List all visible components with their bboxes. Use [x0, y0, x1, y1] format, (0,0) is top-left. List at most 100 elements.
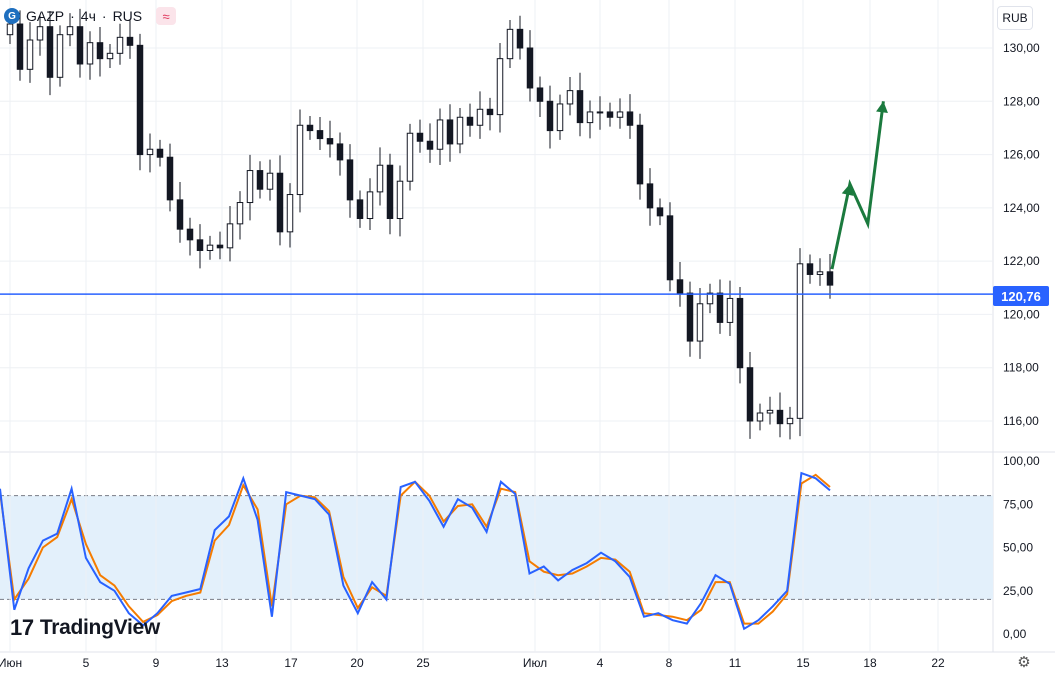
candle-body — [206, 244, 214, 251]
candle-body — [36, 26, 44, 41]
candle-body — [666, 215, 674, 281]
time-tick-label: Июн — [0, 656, 22, 670]
price-tick-label: 118,00 — [1003, 361, 1039, 375]
separator: · — [101, 8, 107, 24]
candle-body — [296, 124, 304, 196]
time-tick-label: 4 — [597, 656, 604, 670]
price-tick-label: 126,00 — [1003, 148, 1040, 162]
candle-body — [536, 87, 544, 102]
currency-button[interactable]: RUB — [997, 6, 1033, 30]
indicator-wave-icon[interactable]: ≈ — [156, 7, 177, 25]
candle-body — [476, 108, 484, 126]
separator: · — [70, 8, 75, 24]
time-tick-label: 9 — [153, 656, 160, 670]
candle-body — [56, 34, 64, 78]
candle-body — [696, 303, 704, 342]
candle-body — [26, 39, 34, 70]
stochastic-tick-label: 0,00 — [1003, 627, 1027, 641]
time-tick-label: 11 — [729, 656, 742, 670]
candle-body — [106, 52, 114, 60]
candle-body — [456, 116, 464, 145]
stochastic-tick-label: 25,00 — [1003, 584, 1033, 598]
candle-body — [276, 172, 284, 233]
candle-body — [516, 28, 524, 49]
candle-body — [746, 367, 754, 422]
candle-body — [226, 223, 234, 249]
candle-body — [806, 263, 814, 275]
candle-body — [416, 132, 424, 142]
candle-body — [6, 23, 14, 36]
candle-body — [166, 156, 174, 201]
settings-gear-icon[interactable]: ⚙ — [1017, 654, 1031, 671]
candle-body — [176, 199, 184, 230]
candle-body — [146, 148, 154, 156]
candle-body — [286, 194, 294, 233]
candle-body — [336, 143, 344, 161]
price-tick-label: 122,00 — [1003, 254, 1040, 268]
candle-body — [616, 111, 624, 118]
time-tick-label: 15 — [796, 656, 810, 670]
candle-body — [126, 36, 134, 46]
tradingview-logo[interactable]: 17 TradingView — [10, 615, 160, 641]
candle-body — [596, 111, 604, 114]
candle-body — [156, 148, 164, 158]
candle-body — [766, 409, 774, 414]
time-tick-label: 25 — [416, 656, 430, 670]
gazprom-logo-icon: G — [4, 8, 20, 24]
forecast-arrowhead — [841, 183, 854, 196]
candle-body — [686, 292, 694, 342]
time-tick-label: 8 — [666, 656, 673, 670]
candle-body — [46, 26, 54, 78]
candle-body — [116, 36, 124, 54]
candle-body — [216, 244, 224, 249]
price-tick-label: 116,00 — [1003, 414, 1039, 428]
candle-body — [556, 103, 564, 132]
candle-body — [186, 228, 194, 241]
candle-body — [326, 138, 334, 145]
stochastic-band — [0, 495, 993, 600]
candle-body — [436, 119, 444, 150]
candle-body — [356, 199, 364, 220]
candle-body — [256, 170, 264, 190]
candle-body — [606, 111, 614, 118]
candle-body — [546, 100, 554, 132]
candle-body — [756, 412, 764, 422]
candle-body — [16, 23, 24, 70]
candle-body — [796, 263, 804, 419]
candle-body — [626, 111, 634, 126]
candle-body — [196, 239, 204, 251]
candle-body — [496, 58, 504, 116]
price-tick-label: 128,00 — [1003, 94, 1040, 108]
timeframe-label[interactable]: 4ч — [80, 8, 96, 24]
candle-body — [486, 108, 494, 116]
candle-body — [396, 180, 404, 220]
candle-body — [446, 119, 454, 145]
candle-body — [676, 279, 684, 294]
candle-body — [386, 164, 394, 220]
branding-text: TradingView — [39, 616, 160, 639]
last-price-label: 120,76 — [993, 286, 1049, 306]
chart-header: G GAZP · 4ч · RUS ≈ — [4, 4, 177, 28]
candle-body — [96, 42, 104, 60]
stochastic-tick-label: 100,00 — [1003, 454, 1040, 468]
candle-body — [86, 42, 94, 65]
candle-body — [406, 132, 414, 182]
candle-body — [736, 297, 744, 369]
time-tick-label: 18 — [863, 656, 877, 670]
stochastic-tick-label: 75,00 — [1003, 497, 1033, 511]
price-tick-label: 130,00 — [1003, 41, 1040, 55]
symbol-label[interactable]: GAZP — [26, 8, 65, 24]
candle-body — [306, 124, 314, 132]
candle-body — [716, 292, 724, 323]
candle-body — [526, 47, 534, 89]
candle-body — [316, 130, 324, 140]
candle-body — [636, 124, 644, 185]
tradingview-mark-icon: 17 — [10, 615, 34, 640]
stochastic-k-line — [0, 471, 831, 631]
candle-body — [576, 90, 584, 124]
candle-body — [346, 159, 354, 201]
candle-body — [776, 409, 784, 425]
candle-body — [506, 28, 514, 60]
time-tick-label: 20 — [350, 656, 364, 670]
candle-body — [366, 191, 374, 220]
